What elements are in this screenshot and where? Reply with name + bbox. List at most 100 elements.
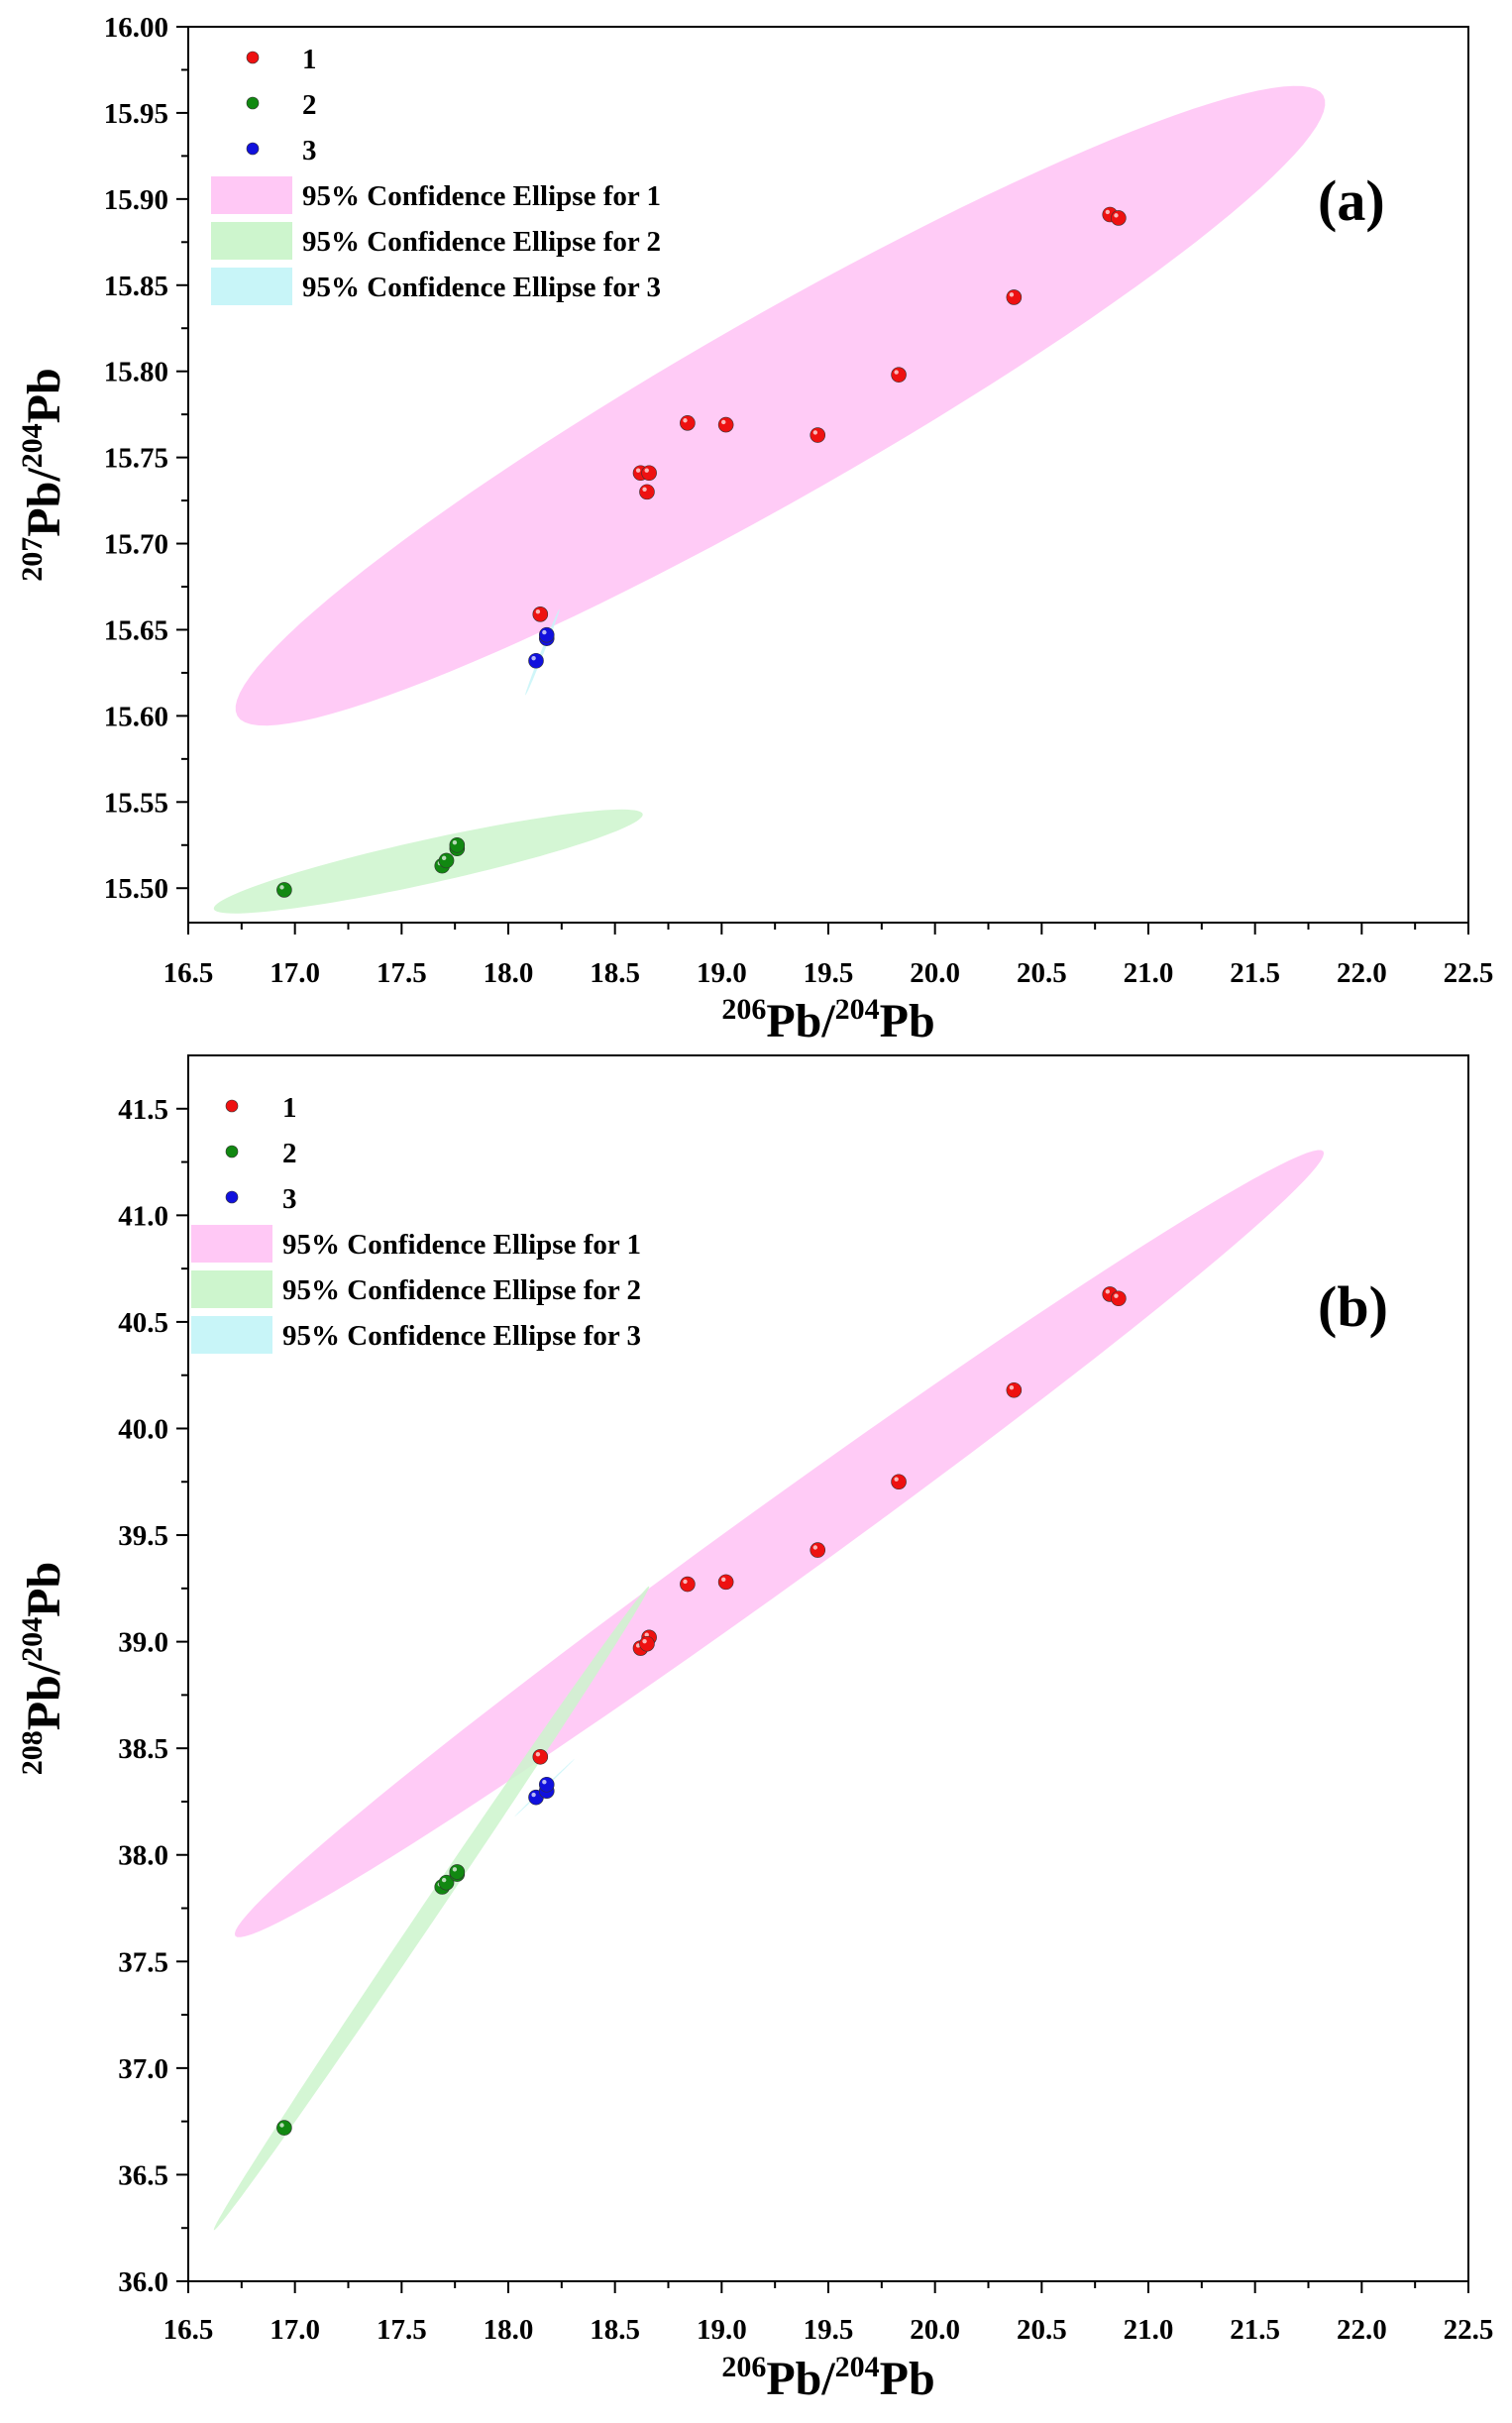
x-axis-title: 206Pb/204Pb [721, 993, 934, 1047]
legend-swatch-ellipse-3 [191, 1316, 272, 1354]
y-tick-label: 36.5 [118, 2159, 168, 2191]
point-series-1 [717, 1574, 734, 1591]
confidence-ellipses [213, 1150, 1325, 2231]
y-tick-label: 15.50 [104, 873, 168, 905]
panel-label: (a) [1318, 168, 1385, 233]
point-series-1 [891, 367, 907, 383]
x-tick-label: 22.5 [1444, 957, 1494, 989]
point-series-2 [449, 836, 466, 853]
point-series-1 [810, 1542, 826, 1558]
y-tick-label: 16.00 [104, 12, 168, 44]
point-series-2-highlight [452, 1867, 458, 1872]
legend-swatch-ellipse-1 [191, 1225, 272, 1263]
y-tick-label: 41.5 [118, 1094, 168, 1126]
y-tick-label: 15.80 [104, 357, 168, 388]
legend-label-3: 3 [302, 135, 317, 166]
point-series-1-highlight [1114, 213, 1119, 218]
point-series-1 [641, 465, 657, 482]
y-tick-label: 40.5 [118, 1307, 168, 1339]
legend-label-ellipse-1: 95% Confidence Ellipse for 1 [302, 180, 661, 212]
y-tick-label: 15.60 [104, 701, 168, 732]
chart-panel-a: 16.5 17.0 17.5 18.0 18.5 19.0 19.5 20.0 20.5 21.0… [16, 12, 1493, 1047]
y-tick-label: 15.90 [104, 184, 168, 216]
x-tick-label: 22.5 [1444, 2314, 1494, 2346]
y-tick-label: 15.70 [104, 529, 168, 561]
x-axis-title: 206Pb/204Pb [721, 2351, 934, 2405]
legend-label-ellipse-2: 95% Confidence Ellipse for 2 [302, 226, 661, 258]
legend-label-2: 2 [302, 89, 317, 121]
point-series-1 [1006, 1381, 1023, 1398]
point-series-2-highlight [452, 839, 458, 845]
legend-swatch-ellipse-3 [211, 268, 292, 305]
confidence-ellipse-1 [235, 85, 1326, 726]
point-series-2-highlight [441, 1877, 447, 1883]
confidence-ellipse-2 [213, 1586, 650, 2231]
point-series-1 [1111, 1290, 1127, 1307]
point-series-1 [891, 1474, 907, 1490]
point-series-2 [438, 852, 455, 869]
point-series-1 [639, 1635, 655, 1652]
x-tick-label: 20.5 [1017, 957, 1067, 989]
point-series-3 [528, 652, 544, 669]
legend-marker-2 [246, 96, 260, 110]
legend-swatch-ellipse-2 [191, 1270, 272, 1308]
point-series-2 [449, 1864, 466, 1880]
y-tick-label: 36.0 [118, 2266, 168, 2298]
point-series-1-highlight [683, 418, 688, 423]
point-series-1-highlight [535, 1751, 541, 1757]
legend-label-ellipse-3: 95% Confidence Ellipse for 3 [302, 272, 661, 303]
point-series-1-highlight [812, 430, 818, 435]
point-series-1 [1006, 289, 1023, 305]
point-series-1-highlight [642, 487, 647, 492]
chart-panel-b: 16.5 17.0 17.5 18.0 18.5 19.0 19.5 20.0 20.5 21.0… [16, 1054, 1494, 2405]
y-tick-label: 40.0 [118, 1413, 168, 1445]
x-tick-label: 20.5 [1017, 2314, 1067, 2346]
point-series-3 [538, 626, 555, 643]
x-tick-label: 22.0 [1337, 957, 1387, 989]
y-tick-label: 39.0 [118, 1627, 168, 1659]
legend-marker-1 [246, 51, 260, 64]
point-series-3-highlight [531, 655, 536, 661]
point-series-1 [1111, 210, 1127, 226]
legend-marker-2 [225, 1145, 239, 1158]
y-tick-label: 15.85 [104, 271, 168, 302]
x-tick-label: 16.5 [163, 957, 214, 989]
x-tick-label: 20.0 [910, 2314, 960, 2346]
point-series-1 [717, 416, 734, 433]
x-tick-label: 18.5 [590, 2314, 640, 2346]
x-tick-label: 19.5 [804, 957, 854, 989]
point-series-3-highlight [542, 1779, 547, 1785]
x-tick-label: 17.5 [377, 957, 427, 989]
y-tick-label: 38.0 [118, 1840, 168, 1872]
point-series-1-highlight [683, 1579, 688, 1585]
x-tick-label: 16.5 [163, 2314, 214, 2346]
legend-label-ellipse-3: 95% Confidence Ellipse for 3 [282, 1320, 641, 1352]
x-tick-label: 18.5 [590, 957, 640, 989]
point-series-1-highlight [635, 468, 641, 473]
x-tick-label: 19.5 [804, 2314, 854, 2346]
data-points [276, 206, 1127, 898]
point-series-3-highlight [542, 629, 547, 635]
x-tick-label: 19.0 [697, 957, 747, 989]
x-tick-label: 21.0 [1124, 2314, 1174, 2346]
y-tick-label: 15.55 [104, 787, 168, 819]
point-series-1 [532, 606, 549, 622]
x-tick-label: 18.0 [484, 957, 534, 989]
point-series-1-highlight [1009, 1384, 1015, 1390]
x-tick-label: 19.0 [697, 2314, 747, 2346]
point-series-1-highlight [721, 1577, 726, 1582]
legend-label-2: 2 [282, 1138, 297, 1169]
legend-label-ellipse-2: 95% Confidence Ellipse for 2 [282, 1274, 641, 1306]
point-series-3 [538, 1776, 555, 1793]
point-series-1-highlight [644, 1632, 649, 1637]
x-tick-label: 18.0 [484, 2314, 534, 2346]
point-series-1-highlight [642, 1638, 647, 1644]
x-tick-label: 17.0 [270, 957, 320, 989]
y-tick-label: 15.65 [104, 614, 168, 646]
y-tick-label: 37.0 [118, 2053, 168, 2085]
y-tick-label: 15.95 [104, 98, 168, 130]
point-series-1 [680, 1576, 696, 1593]
y-axis-title: 208Pb/204Pb [16, 1562, 70, 1775]
y-tick-label: 37.5 [118, 1946, 168, 1978]
legend-label-ellipse-1: 95% Confidence Ellipse for 1 [282, 1229, 641, 1261]
